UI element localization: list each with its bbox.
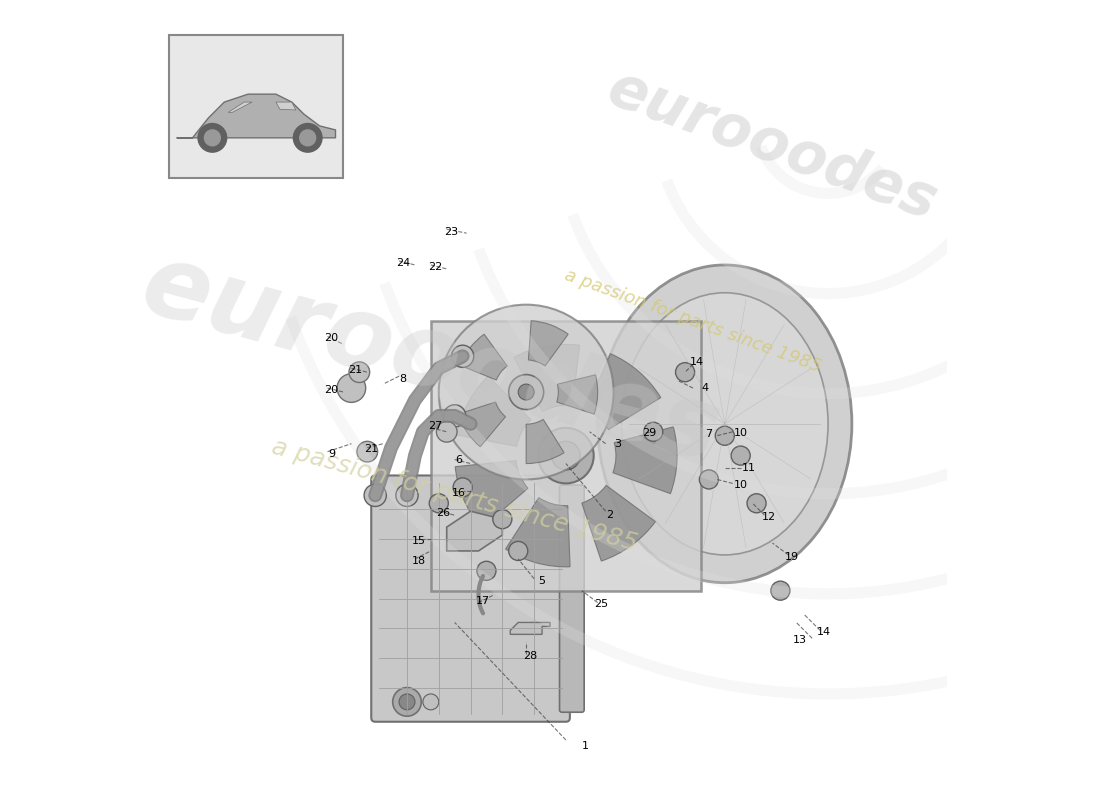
Text: 1: 1: [582, 741, 590, 750]
Circle shape: [451, 345, 474, 367]
Text: 22: 22: [428, 262, 442, 272]
Text: 21: 21: [349, 365, 362, 375]
Text: 3: 3: [614, 438, 622, 449]
Text: 17: 17: [475, 596, 490, 606]
Text: 21: 21: [364, 444, 378, 454]
Wedge shape: [526, 419, 564, 463]
Text: 4: 4: [702, 383, 708, 393]
Circle shape: [294, 123, 322, 152]
Text: 20: 20: [324, 333, 339, 343]
Bar: [168, 34, 343, 178]
Circle shape: [518, 384, 535, 400]
Text: 14: 14: [817, 627, 832, 637]
Circle shape: [508, 542, 528, 561]
Wedge shape: [456, 376, 531, 446]
Text: 25: 25: [595, 599, 608, 609]
Bar: [431, 321, 701, 590]
Text: 27: 27: [428, 422, 442, 431]
Polygon shape: [447, 511, 503, 551]
Text: 11: 11: [741, 462, 756, 473]
Circle shape: [551, 442, 580, 470]
Circle shape: [399, 694, 415, 710]
Circle shape: [198, 123, 227, 152]
Circle shape: [715, 426, 735, 446]
Circle shape: [364, 484, 386, 506]
Wedge shape: [613, 427, 678, 494]
Text: 29: 29: [642, 428, 657, 438]
Wedge shape: [460, 334, 507, 380]
Circle shape: [337, 374, 365, 402]
Wedge shape: [528, 321, 569, 366]
Text: 12: 12: [761, 512, 776, 522]
Circle shape: [477, 562, 496, 580]
Circle shape: [644, 422, 663, 442]
Circle shape: [771, 581, 790, 600]
Wedge shape: [514, 344, 580, 411]
Text: 7: 7: [705, 429, 713, 439]
Circle shape: [493, 510, 512, 529]
Ellipse shape: [597, 265, 851, 582]
Wedge shape: [586, 354, 661, 430]
Text: 6: 6: [455, 454, 462, 465]
Ellipse shape: [621, 293, 828, 555]
Circle shape: [300, 130, 316, 146]
Text: eurooodes: eurooodes: [132, 237, 730, 484]
Circle shape: [453, 478, 472, 497]
Text: 13: 13: [793, 635, 807, 645]
Polygon shape: [177, 94, 336, 138]
Circle shape: [429, 494, 449, 513]
Text: 5: 5: [539, 576, 546, 586]
Wedge shape: [455, 461, 528, 528]
Text: 18: 18: [411, 556, 426, 566]
Text: 10: 10: [734, 480, 748, 490]
Polygon shape: [276, 102, 296, 110]
Polygon shape: [510, 622, 550, 634]
Text: 19: 19: [785, 551, 800, 562]
Circle shape: [349, 362, 370, 382]
Circle shape: [700, 470, 718, 489]
Text: 9: 9: [328, 449, 336, 459]
Text: eurooodes: eurooodes: [600, 60, 945, 232]
Text: 28: 28: [522, 651, 537, 661]
Circle shape: [538, 428, 594, 483]
Text: 26: 26: [436, 508, 450, 518]
Wedge shape: [506, 498, 570, 567]
Circle shape: [439, 305, 614, 479]
Circle shape: [393, 687, 421, 716]
Text: 10: 10: [734, 428, 748, 438]
Text: 16: 16: [452, 488, 465, 498]
Circle shape: [437, 422, 458, 442]
Circle shape: [732, 446, 750, 465]
FancyBboxPatch shape: [560, 485, 584, 712]
Text: 2: 2: [606, 510, 613, 520]
Circle shape: [205, 130, 220, 146]
Circle shape: [508, 374, 543, 410]
Circle shape: [358, 442, 377, 462]
Text: 15: 15: [411, 536, 426, 546]
Text: 14: 14: [690, 357, 704, 367]
Text: 8: 8: [399, 374, 407, 383]
Wedge shape: [557, 374, 597, 414]
Circle shape: [422, 694, 439, 710]
Circle shape: [747, 494, 766, 513]
Text: a passion for parts since 1985: a passion for parts since 1985: [562, 266, 824, 375]
Circle shape: [396, 484, 418, 506]
Text: 20: 20: [324, 385, 339, 394]
Wedge shape: [459, 402, 506, 447]
Text: 24: 24: [396, 258, 410, 268]
Circle shape: [675, 362, 694, 382]
FancyBboxPatch shape: [372, 475, 570, 722]
Polygon shape: [229, 102, 252, 113]
Text: 23: 23: [443, 226, 458, 237]
Text: a passion for parts since 1985: a passion for parts since 1985: [270, 435, 640, 556]
Wedge shape: [582, 486, 656, 561]
Circle shape: [443, 405, 465, 427]
